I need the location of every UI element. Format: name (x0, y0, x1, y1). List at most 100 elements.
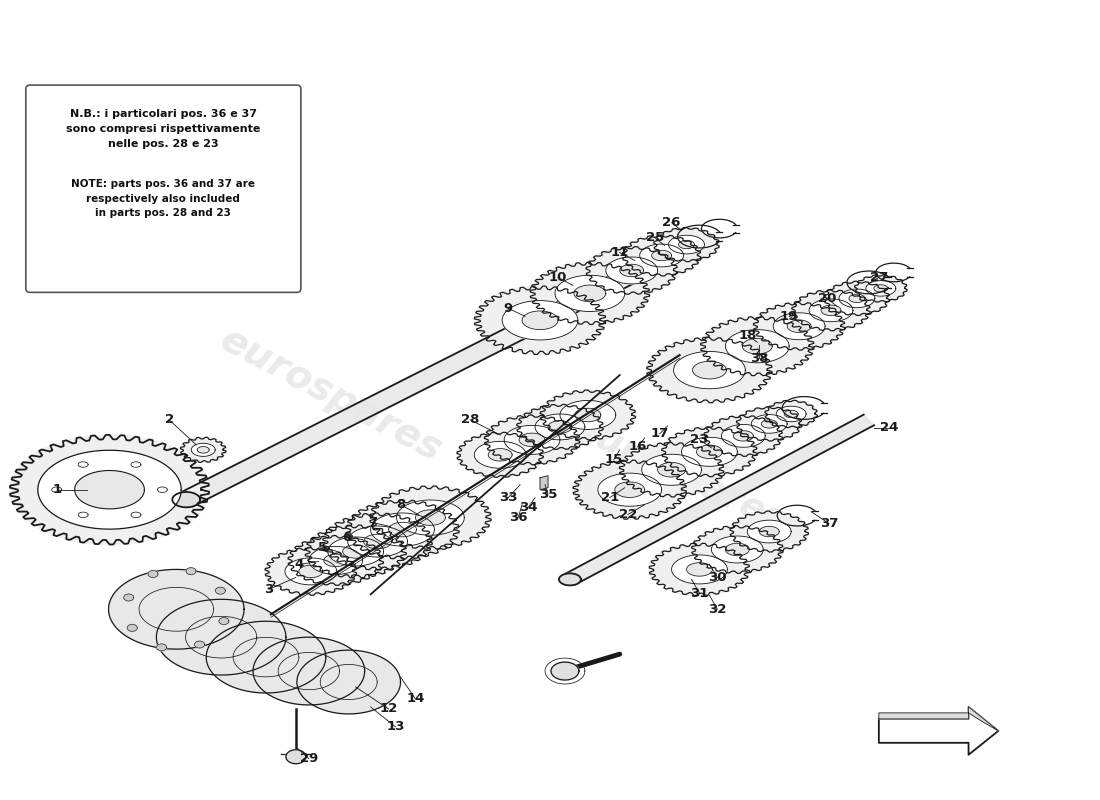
Polygon shape (206, 622, 326, 693)
Text: 33: 33 (499, 491, 517, 504)
Polygon shape (560, 401, 616, 430)
Polygon shape (586, 246, 678, 294)
Polygon shape (299, 565, 322, 578)
Text: 26: 26 (662, 216, 681, 229)
Polygon shape (575, 408, 601, 422)
Polygon shape (556, 275, 625, 311)
Text: 9: 9 (504, 302, 513, 315)
Polygon shape (623, 235, 701, 276)
Polygon shape (488, 449, 513, 461)
Text: 21: 21 (601, 491, 619, 504)
Polygon shape (784, 410, 799, 418)
Polygon shape (661, 427, 757, 477)
Polygon shape (849, 294, 865, 302)
Polygon shape (649, 543, 750, 595)
Polygon shape (693, 362, 726, 379)
Polygon shape (777, 406, 806, 422)
Polygon shape (323, 554, 348, 566)
Text: 25: 25 (646, 231, 663, 244)
Text: 22: 22 (618, 508, 637, 521)
Polygon shape (305, 525, 407, 578)
Text: 7: 7 (368, 516, 377, 529)
Polygon shape (474, 286, 606, 354)
Text: 10: 10 (549, 271, 568, 284)
Polygon shape (606, 257, 658, 284)
Polygon shape (754, 302, 845, 350)
Text: N.B.: i particolari pos. 36 e 37
sono compresi rispettivamente
nelle pos. 28 e 2: N.B.: i particolari pos. 36 e 37 sono co… (66, 109, 261, 149)
Text: 18: 18 (738, 329, 757, 342)
Polygon shape (673, 351, 746, 389)
Text: 15: 15 (605, 454, 623, 466)
Text: 3: 3 (264, 583, 274, 596)
Polygon shape (186, 568, 196, 574)
Polygon shape (573, 460, 686, 519)
Polygon shape (619, 264, 644, 277)
Polygon shape (658, 462, 685, 477)
Polygon shape (761, 420, 778, 428)
Polygon shape (156, 644, 166, 651)
Polygon shape (253, 637, 364, 705)
Polygon shape (128, 624, 138, 631)
Text: 8: 8 (396, 498, 405, 511)
Polygon shape (773, 313, 825, 340)
Polygon shape (522, 311, 558, 330)
Text: eurospares: eurospares (569, 411, 790, 538)
Polygon shape (474, 442, 526, 468)
Polygon shape (109, 570, 244, 649)
Polygon shape (551, 662, 579, 680)
Polygon shape (764, 400, 817, 428)
Polygon shape (821, 305, 842, 315)
Polygon shape (343, 545, 368, 558)
Polygon shape (180, 264, 646, 506)
Polygon shape (704, 415, 783, 456)
Polygon shape (364, 534, 392, 549)
Polygon shape (10, 435, 209, 545)
Polygon shape (540, 476, 548, 490)
Polygon shape (641, 454, 702, 486)
Polygon shape (75, 470, 144, 509)
Polygon shape (672, 555, 727, 584)
Polygon shape (286, 750, 306, 764)
Polygon shape (682, 438, 737, 466)
Text: 37: 37 (820, 517, 838, 530)
Text: 11: 11 (610, 246, 629, 259)
Text: eurospares: eurospares (213, 321, 448, 470)
Polygon shape (396, 500, 464, 535)
Text: 20: 20 (817, 292, 836, 305)
Polygon shape (651, 250, 672, 261)
Text: 28: 28 (461, 414, 480, 426)
Polygon shape (180, 438, 227, 462)
Polygon shape (37, 450, 182, 529)
Polygon shape (156, 599, 286, 675)
Text: 2: 2 (165, 414, 174, 426)
Text: 4: 4 (295, 558, 304, 571)
Text: 16: 16 (628, 440, 647, 454)
Polygon shape (619, 442, 724, 497)
Text: 35: 35 (539, 488, 558, 501)
Polygon shape (692, 526, 783, 574)
Polygon shape (416, 510, 446, 526)
Polygon shape (615, 482, 645, 498)
Text: 12: 12 (379, 702, 398, 715)
Polygon shape (879, 707, 999, 731)
Polygon shape (519, 433, 544, 446)
Text: 38: 38 (750, 352, 769, 365)
FancyBboxPatch shape (25, 85, 301, 292)
Polygon shape (696, 445, 723, 458)
Polygon shape (725, 330, 789, 362)
Polygon shape (788, 320, 811, 333)
Polygon shape (548, 421, 572, 433)
Polygon shape (712, 536, 763, 563)
Polygon shape (288, 535, 384, 586)
Text: 27: 27 (870, 271, 888, 284)
Polygon shape (309, 546, 363, 574)
Polygon shape (873, 285, 888, 292)
Polygon shape (484, 415, 580, 465)
Text: 17: 17 (650, 427, 669, 440)
Text: 30: 30 (708, 571, 727, 584)
Polygon shape (322, 513, 432, 570)
Polygon shape (669, 235, 704, 254)
Polygon shape (701, 317, 814, 376)
Text: 32: 32 (708, 602, 727, 616)
Text: 24: 24 (880, 422, 898, 434)
